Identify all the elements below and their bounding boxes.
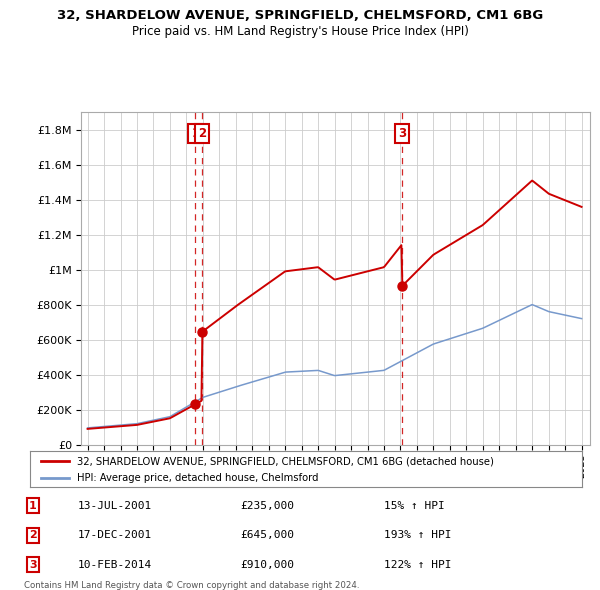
Text: 17-DEC-2001: 17-DEC-2001 — [78, 530, 152, 540]
Text: 15% ↑ HPI: 15% ↑ HPI — [384, 501, 445, 511]
Text: Price paid vs. HM Land Registry's House Price Index (HPI): Price paid vs. HM Land Registry's House … — [131, 25, 469, 38]
Text: 3: 3 — [29, 560, 37, 570]
Text: 193% ↑ HPI: 193% ↑ HPI — [384, 530, 452, 540]
Text: HPI: Average price, detached house, Chelmsford: HPI: Average price, detached house, Chel… — [77, 473, 319, 483]
Text: 2: 2 — [29, 530, 37, 540]
Text: Contains HM Land Registry data © Crown copyright and database right 2024.: Contains HM Land Registry data © Crown c… — [24, 581, 359, 590]
Text: 13-JUL-2001: 13-JUL-2001 — [78, 501, 152, 511]
Text: 1: 1 — [29, 501, 37, 511]
Text: 3: 3 — [398, 127, 406, 140]
Text: £910,000: £910,000 — [240, 560, 294, 570]
Text: 10-FEB-2014: 10-FEB-2014 — [78, 560, 152, 570]
Text: £645,000: £645,000 — [240, 530, 294, 540]
Text: 2: 2 — [198, 127, 206, 140]
Text: 32, SHARDELOW AVENUE, SPRINGFIELD, CHELMSFORD, CM1 6BG (detached house): 32, SHARDELOW AVENUE, SPRINGFIELD, CHELM… — [77, 456, 494, 466]
Text: 1: 1 — [191, 127, 199, 140]
Text: 122% ↑ HPI: 122% ↑ HPI — [384, 560, 452, 570]
Text: 32, SHARDELOW AVENUE, SPRINGFIELD, CHELMSFORD, CM1 6BG: 32, SHARDELOW AVENUE, SPRINGFIELD, CHELM… — [57, 9, 543, 22]
Text: £235,000: £235,000 — [240, 501, 294, 511]
